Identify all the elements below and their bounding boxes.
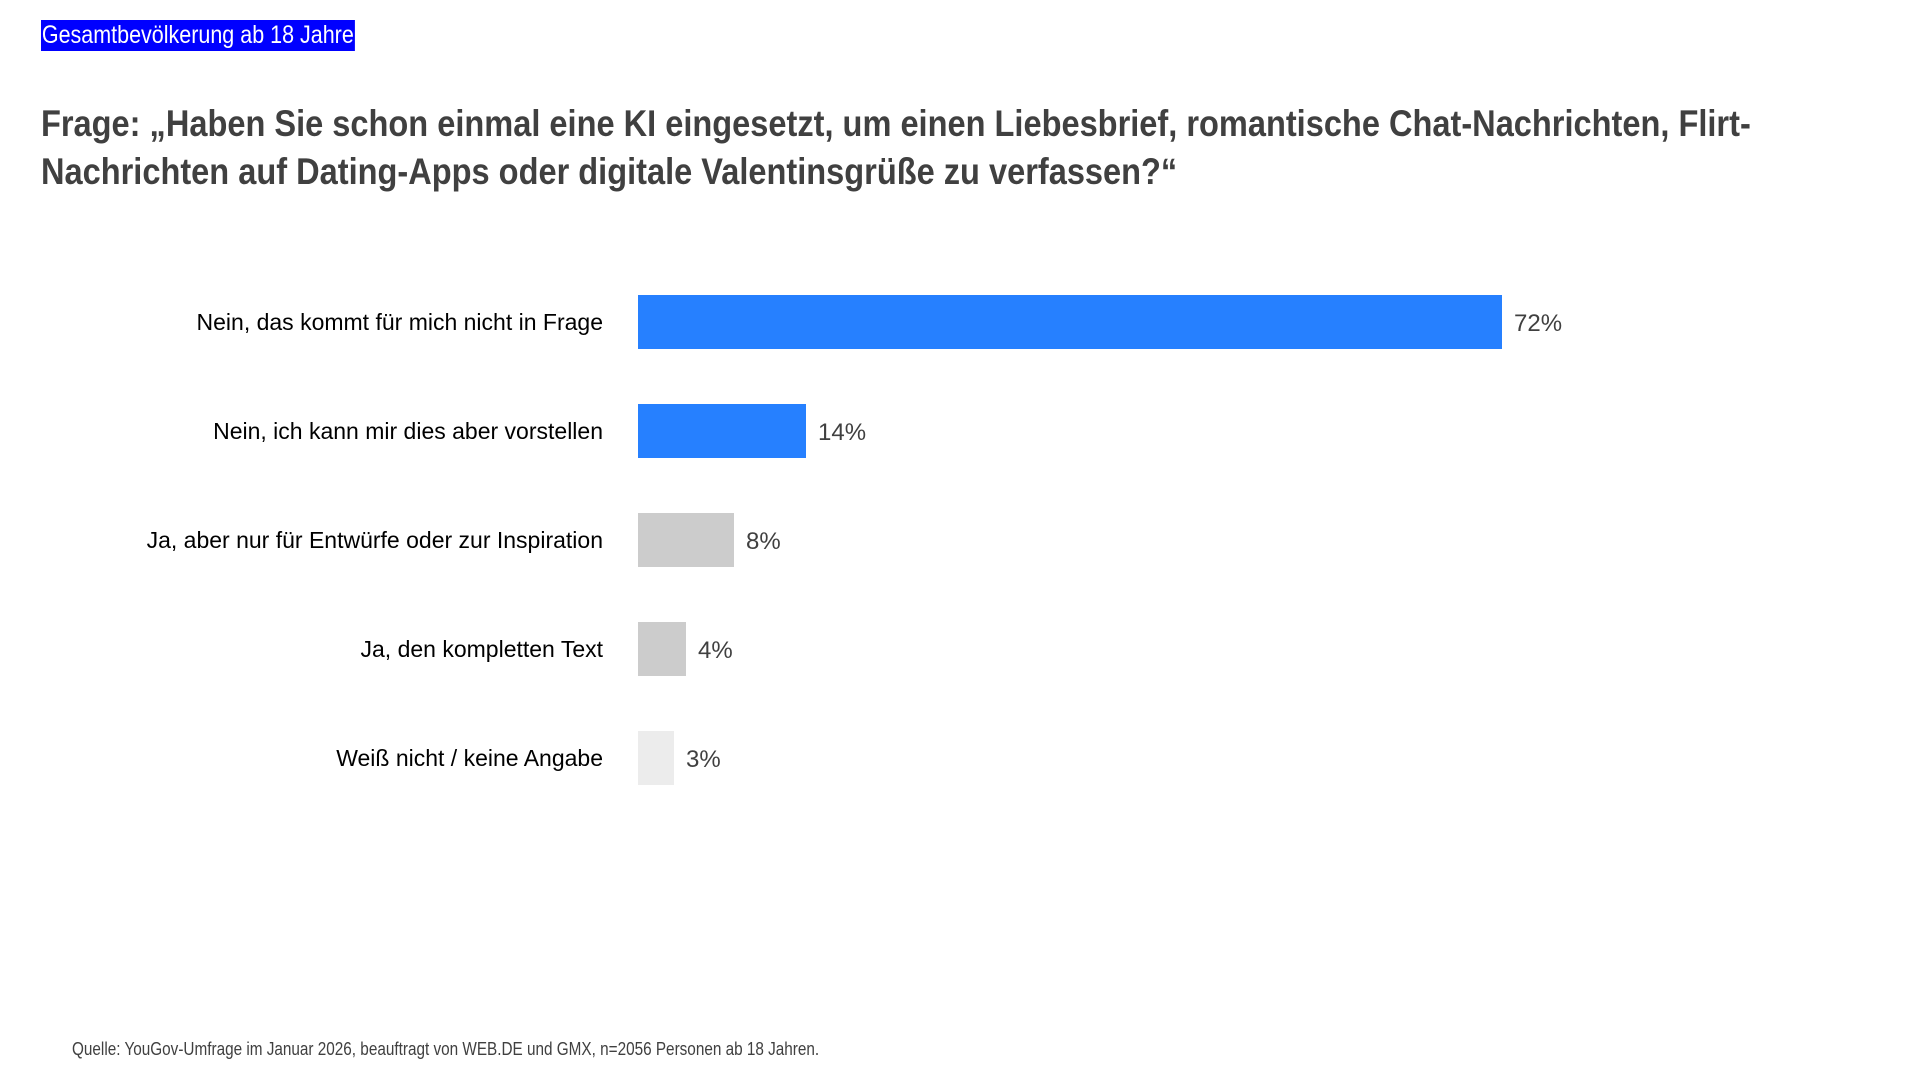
- source-note: Quelle: YouGov-Umfrage im Januar 2026, b…: [72, 1039, 820, 1059]
- value-label: 14%: [818, 419, 866, 446]
- bar: [638, 404, 806, 458]
- category-label: Nein, ich kann mir dies aber vorstellen: [213, 418, 603, 444]
- category-label: Nein, das kommt für mich nicht in Frage: [197, 309, 603, 335]
- bar: [638, 513, 734, 567]
- population-badge: Gesamtbevölkerung ab 18 Jahre: [41, 20, 355, 51]
- bar: [638, 622, 686, 676]
- chart-title: Frage: „Haben Sie schon einmal eine KI e…: [41, 103, 1751, 192]
- value-label: 3%: [686, 746, 721, 773]
- bar: [638, 731, 674, 785]
- value-label: 8%: [746, 528, 781, 555]
- category-label: Ja, aber nur für Entwürfe oder zur Inspi…: [147, 527, 603, 553]
- value-label: 4%: [698, 637, 733, 664]
- bar: [638, 295, 1502, 349]
- category-label: Weiß nicht / keine Angabe: [336, 745, 603, 771]
- category-label: Ja, den kompletten Text: [361, 636, 604, 662]
- value-label: 72%: [1514, 310, 1562, 337]
